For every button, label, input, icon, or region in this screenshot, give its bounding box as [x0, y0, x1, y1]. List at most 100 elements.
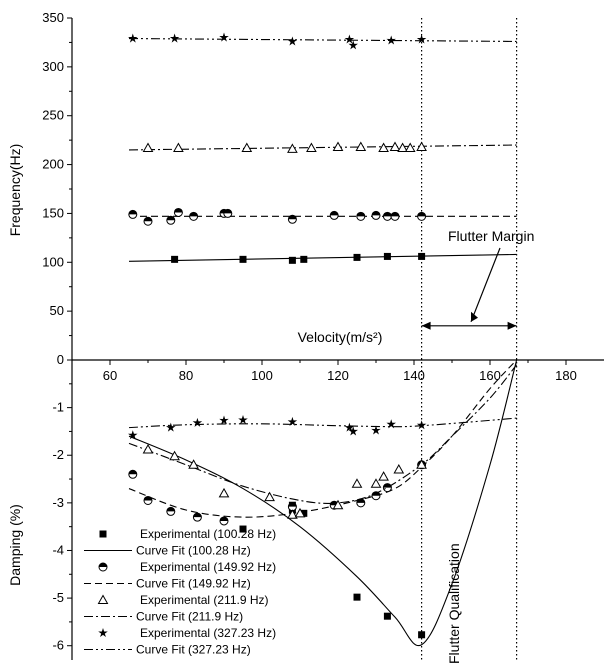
y-tick-label-top: 100 [42, 254, 64, 269]
marker-circle-fill [189, 212, 198, 217]
data-point-frequency-circle-half [128, 209, 138, 219]
data-point-frequency-square [418, 252, 426, 260]
data-point-frequency-square [300, 255, 308, 263]
data-point-frequency-triangle [355, 141, 367, 151]
data-point-frequency-circle-half [390, 211, 400, 221]
data-point-frequency-circle-half [143, 216, 153, 226]
data-point-frequency-circle-half [371, 210, 381, 220]
data-point-damping-circle-half [356, 498, 366, 508]
data-point-damping-star [128, 430, 138, 440]
data-point-damping-triangle [188, 459, 199, 469]
data-point-damping-circle-half [192, 512, 202, 522]
data-point-frequency-star [386, 35, 396, 45]
data-point-damping-circle-half [166, 506, 176, 516]
data-point-damping-star [348, 426, 358, 436]
data-point-frequency-circle-half [329, 210, 339, 220]
data-point-frequency-triangle [416, 141, 427, 151]
data-point-damping-triangle [416, 459, 427, 469]
data-point-damping-triangle [142, 444, 154, 454]
data-point-frequency-circle-half [417, 211, 427, 221]
frequency-axis-label: Frequency(Hz) [7, 144, 23, 237]
data-point-damping-circle-half [382, 483, 392, 493]
fit-line-damping [128, 359, 518, 647]
data-point-frequency-triangle [306, 142, 317, 152]
data-point-frequency-triangle [397, 142, 408, 152]
y-tick-label-top: 150 [42, 205, 64, 220]
legend-label: Curve Fit (211.9 Hz) [136, 610, 243, 624]
legend-label: Curve Fit (327.23 Hz) [136, 643, 251, 657]
data-point-damping-triangle [287, 509, 298, 519]
marker-circle-fill [372, 211, 380, 216]
legend-label: Curve Fit (149.92 Hz) [136, 577, 251, 591]
data-point-frequency-circle-half [382, 211, 392, 221]
data-point-damping-circle-half [219, 516, 229, 526]
marker-circle-fill [223, 209, 232, 214]
x-tick-label: 140 [403, 368, 425, 383]
data-point-damping-triangle [332, 499, 344, 510]
y-tick-label-bottom: -6 [52, 638, 64, 653]
marker-circle-fill [288, 502, 297, 507]
data-point-damping-square [353, 593, 361, 601]
data-point-frequency-circle-half [166, 215, 176, 225]
data-point-frequency-circle-half [287, 214, 297, 224]
marker-circle-fill [391, 212, 399, 217]
marker-circle-fill [417, 212, 426, 217]
marker-circle-fill [166, 216, 175, 221]
data-point-frequency-circle-half [189, 211, 199, 221]
plot-area: 0 50 100 150 200 250 300 350 -1 -2 -3 -4 -5 -6 60 80 100… [42, 10, 604, 660]
data-point-damping-star [192, 417, 203, 427]
fit-line-damping [128, 359, 518, 518]
data-point-frequency-star [128, 33, 138, 43]
data-point-damping-triangle [378, 471, 389, 481]
data-point-frequency-triangle [332, 141, 344, 151]
data-point-damping-star [287, 416, 298, 426]
data-point-frequency-triangle [287, 143, 298, 153]
data-point-frequency-triangle [241, 142, 253, 152]
data-point-frequency-square [239, 255, 247, 263]
data-point-damping-star [238, 415, 248, 425]
y-tick-label-top: 350 [42, 10, 64, 25]
velocity-axis-label: Velocity(m/s²) [298, 329, 383, 345]
marker-circle-fill [144, 496, 152, 501]
y-tick-label-bottom: -1 [52, 400, 64, 415]
fit-line-frequency [128, 144, 517, 151]
x-tick-label: 100 [251, 368, 273, 383]
marker-circle-fill [128, 470, 137, 475]
marker-circle-fill [330, 211, 339, 216]
data-point-frequency-star [287, 36, 298, 46]
damping-axis-label: Damping (%) [7, 504, 23, 586]
legend-label: Experimental (149.92 Hz) [140, 560, 276, 574]
x-tick-label: 80 [179, 368, 193, 383]
fit-line-damping [128, 417, 517, 429]
data-point-frequency-triangle [173, 142, 184, 152]
x-tick-label: 120 [327, 368, 349, 383]
data-point-damping-star [166, 422, 176, 432]
data-point-damping-square [383, 612, 391, 620]
data-point-frequency-star [416, 34, 427, 44]
flutter-margin-arrowhead-left [421, 321, 431, 330]
legend-marker-square [99, 530, 107, 538]
legend-label: Curve Fit (100.28 Hz) [136, 544, 251, 558]
data-point-damping-triangle [370, 478, 382, 488]
legend-label: Experimental (100.28 Hz) [140, 527, 276, 541]
data-point-frequency-square [383, 252, 391, 260]
data-point-damping-star [386, 419, 396, 429]
marker-circle-fill [356, 212, 365, 217]
flutter-qualification-label: Flutter Qualification [446, 543, 462, 664]
marker-circle-fill [174, 208, 183, 213]
data-point-frequency-triangle [389, 141, 401, 151]
flutter-margin-pointer-head [471, 311, 478, 322]
y-tick-label-bottom: -3 [52, 495, 64, 510]
x-tick-label: 180 [555, 368, 577, 383]
data-point-frequency-star [219, 32, 229, 42]
marker-circle-fill [288, 215, 297, 220]
x-tick-label: 60 [103, 368, 117, 383]
fit-line-damping [128, 364, 518, 504]
fit-line-frequency [128, 37, 517, 43]
data-point-frequency-star [344, 34, 355, 44]
data-point-frequency-star [348, 40, 358, 50]
data-point-damping-triangle [294, 507, 306, 518]
legend-marker-star [98, 628, 108, 638]
y-tick-label-top: 50 [50, 303, 64, 318]
data-point-damping-triangle [393, 464, 405, 474]
